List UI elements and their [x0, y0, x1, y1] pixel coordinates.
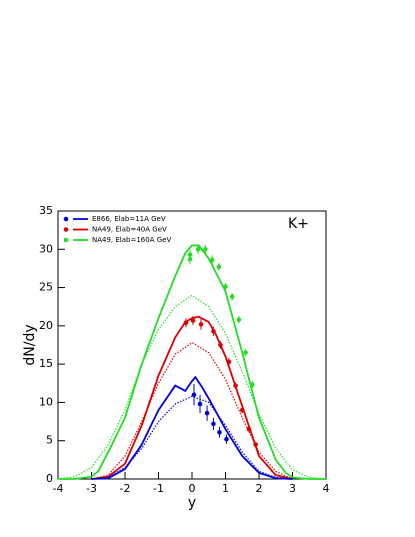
x-tick-label: 0: [189, 482, 196, 495]
data-point: [236, 317, 242, 323]
data-point: [195, 246, 201, 252]
x-axis-label: y: [188, 495, 196, 511]
data-point: [190, 318, 196, 323]
data-point: [204, 410, 210, 416]
x-tick-label: 4: [323, 482, 330, 495]
plot-frame: [57, 210, 327, 480]
y-axis-label: dN/dy: [22, 324, 38, 365]
data-point: [211, 421, 216, 427]
legend-label: E866, Elab=11A GeV: [92, 215, 166, 223]
data-point: [216, 264, 222, 270]
legend-label: NA49, Elab=160A GeV: [92, 236, 171, 244]
curve: [57, 294, 327, 480]
curve: [58, 244, 326, 480]
y-tick-label: 30: [39, 242, 53, 255]
y-tick-label: 0: [46, 472, 53, 485]
x-tick-label: -4: [53, 482, 64, 495]
y-tick-label: 25: [39, 281, 53, 294]
data-point: [191, 392, 197, 398]
x-tick-label: 2: [256, 482, 263, 495]
data-point: [224, 436, 229, 442]
y-tick-label: 20: [39, 319, 53, 332]
data-point: [187, 252, 193, 257]
data-point: [203, 246, 208, 252]
legend-marker: [63, 227, 69, 232]
data-point: [198, 322, 204, 327]
x-tick-label: 3: [289, 482, 296, 495]
legend-label: NA49, Elab=40A GeV: [92, 226, 167, 234]
curve: [91, 395, 293, 480]
x-tick-label: -1: [153, 482, 164, 495]
legend-marker: [63, 237, 69, 243]
y-tick-label: 10: [39, 395, 53, 408]
curve: [91, 375, 293, 480]
y-tick-label: 15: [39, 357, 53, 370]
annotation: K+: [288, 216, 309, 232]
curve: [91, 341, 293, 480]
x-tick-label: 1: [222, 482, 229, 495]
x-tick-label: -3: [86, 482, 97, 495]
y-tick-label: 5: [46, 434, 53, 447]
legend-marker: [63, 216, 69, 222]
y-tick-label: 35: [39, 204, 53, 217]
data-point: [229, 294, 235, 300]
curve: [91, 315, 293, 480]
x-tick-label: -2: [120, 482, 131, 495]
data-point: [217, 429, 222, 435]
data-point: [197, 401, 203, 407]
data-point: [243, 350, 248, 355]
